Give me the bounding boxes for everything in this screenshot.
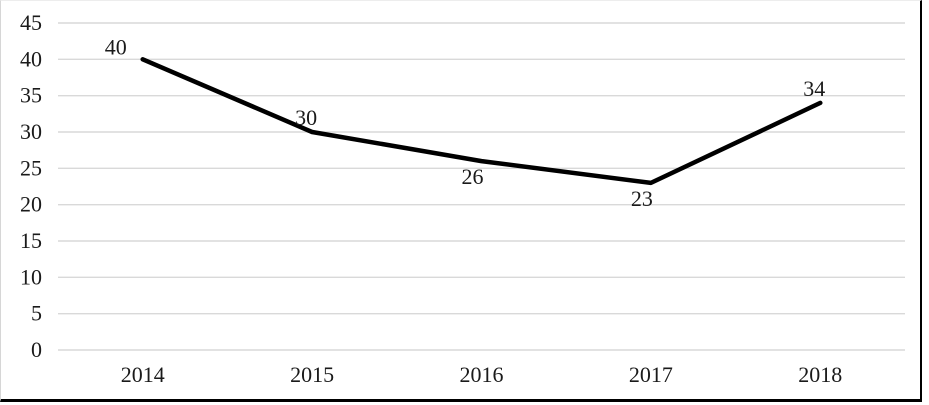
x-tick-label: 2015 xyxy=(290,362,334,387)
y-tick-label: 25 xyxy=(20,155,42,180)
x-tick-label: 2016 xyxy=(460,362,504,387)
y-tick-label: 20 xyxy=(20,192,42,217)
y-tick-label: 15 xyxy=(20,228,42,253)
y-tick-label: 45 xyxy=(20,10,42,35)
x-tick-label: 2017 xyxy=(629,362,673,387)
x-tick-label: 2014 xyxy=(121,362,165,387)
series-line xyxy=(140,57,823,186)
y-tick-label: 30 xyxy=(20,119,42,144)
x-tick-label: 2018 xyxy=(798,362,842,387)
data-label: 40 xyxy=(105,34,127,59)
data-label: 23 xyxy=(631,186,653,211)
data-label: 26 xyxy=(462,164,484,189)
line-chart: 0 5 10 15 20 25 30 35 40 45 2014 2015 2016 2017 2018 40… xyxy=(20,10,905,387)
y-tick-label: 35 xyxy=(20,83,42,108)
y-tick-label: 5 xyxy=(31,301,42,326)
data-label: 30 xyxy=(295,105,317,130)
y-tick-label: 40 xyxy=(20,46,42,71)
y-tick-label: 10 xyxy=(20,264,42,289)
data-label: 34 xyxy=(803,76,825,101)
y-tick-label: 0 xyxy=(31,337,42,362)
